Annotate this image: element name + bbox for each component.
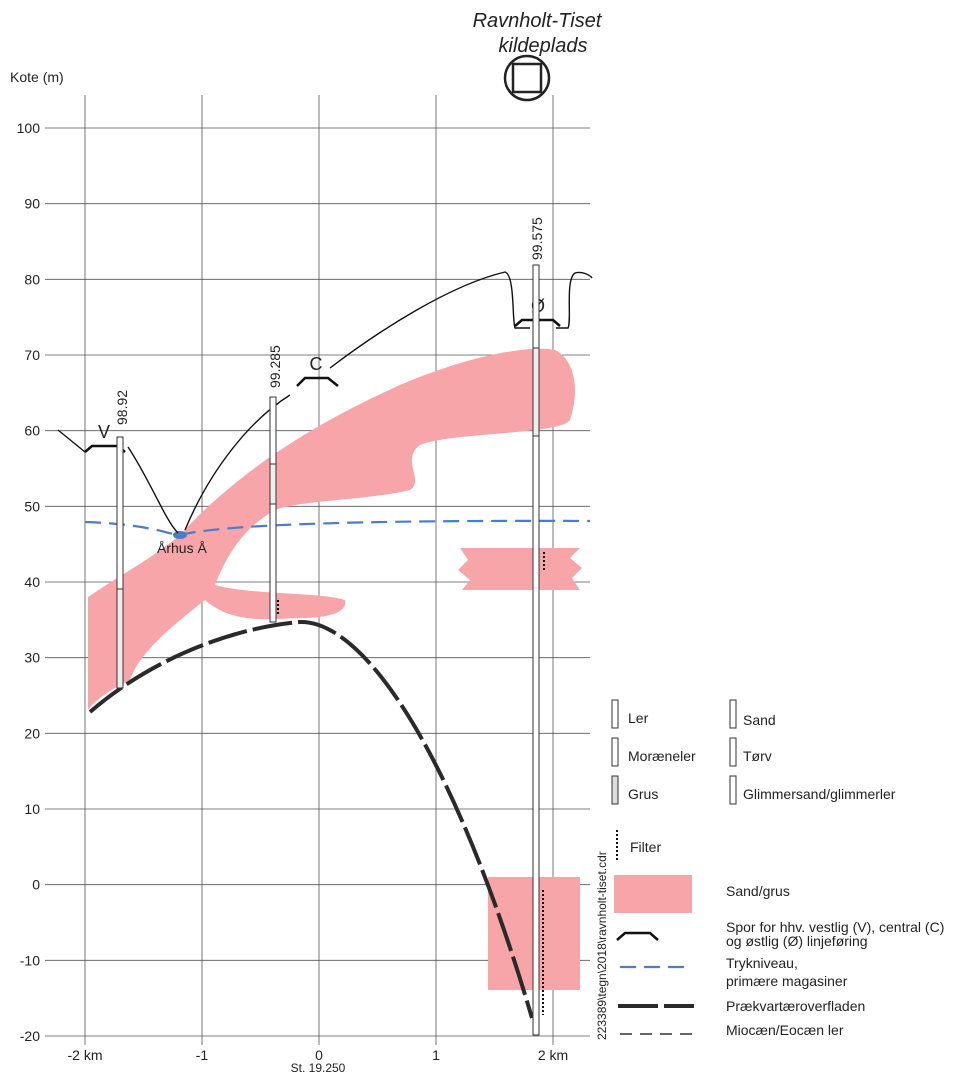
y-tick-label: 10	[24, 801, 40, 817]
legend-label: Glimmersand/glimmerler	[743, 786, 896, 802]
cross-section: Ravnholt-Tiset kildeplads Kote (m) 10090…	[0, 0, 979, 1082]
legend-label: Sand	[743, 712, 776, 728]
well-label: 99.575	[529, 217, 545, 260]
legend-label: Prækvartæroverfladen	[726, 998, 865, 1014]
legend-label: Sand/grus	[726, 883, 790, 899]
station-label: St. 19.250	[291, 1061, 346, 1075]
place-label: Århus Å	[157, 540, 207, 556]
title: Ravnholt-Tiset	[473, 10, 603, 32]
file-note: 223389\tegn\2018\ravnholt-tiset.cdr	[595, 851, 609, 1040]
well-label: 98.92	[114, 390, 130, 425]
y-tick-label: -20	[20, 1028, 40, 1044]
x-tick-label: 2 km	[538, 1047, 568, 1063]
y-tick-label: 90	[24, 196, 40, 212]
river	[173, 531, 187, 539]
y-tick-label: 60	[24, 423, 40, 439]
prequaternary-surface	[90, 622, 532, 1018]
x-tick-label: -2 km	[68, 1047, 103, 1063]
y-tick-label: 20	[24, 725, 40, 741]
legend-label: Ler	[628, 710, 649, 726]
y-tick-label: 40	[24, 574, 40, 590]
y-tick-label: 80	[24, 271, 40, 287]
well-label: 99.285	[267, 345, 283, 388]
legend-label: Grus	[628, 786, 658, 802]
y-axis-label: Kote (m)	[10, 69, 64, 85]
site-symbol	[505, 56, 549, 100]
legend-label: Trykniveau,	[726, 955, 798, 971]
legend-label: Tørv	[743, 748, 772, 764]
pressure-level	[85, 521, 590, 535]
y-tick-label: 70	[24, 347, 40, 363]
legend-label: Miocæn/Eocæn ler	[726, 1022, 844, 1038]
y-tick-label: 100	[17, 120, 41, 136]
legend-label: primære magasiner	[726, 973, 848, 989]
legend-label: Filter	[630, 839, 661, 855]
y-tick-label: 50	[24, 498, 40, 514]
y-tick-label: 0	[32, 877, 40, 893]
x-tick-label: 1	[432, 1047, 440, 1063]
legend: Ler Moræneler Grus Sand Tørv Glimmersand…	[612, 700, 944, 1038]
track-label: C	[310, 354, 323, 374]
x-tick-label: -1	[196, 1047, 209, 1063]
track-label: V	[98, 422, 110, 442]
title: kildeplads	[499, 35, 588, 57]
legend-label: og østlig (Ø) linjeføring	[726, 933, 868, 949]
y-tick-label: 30	[24, 650, 40, 666]
sand-bodies	[88, 349, 582, 990]
y-tick-label: -10	[20, 952, 40, 968]
legend-label: Moræneler	[628, 748, 696, 764]
